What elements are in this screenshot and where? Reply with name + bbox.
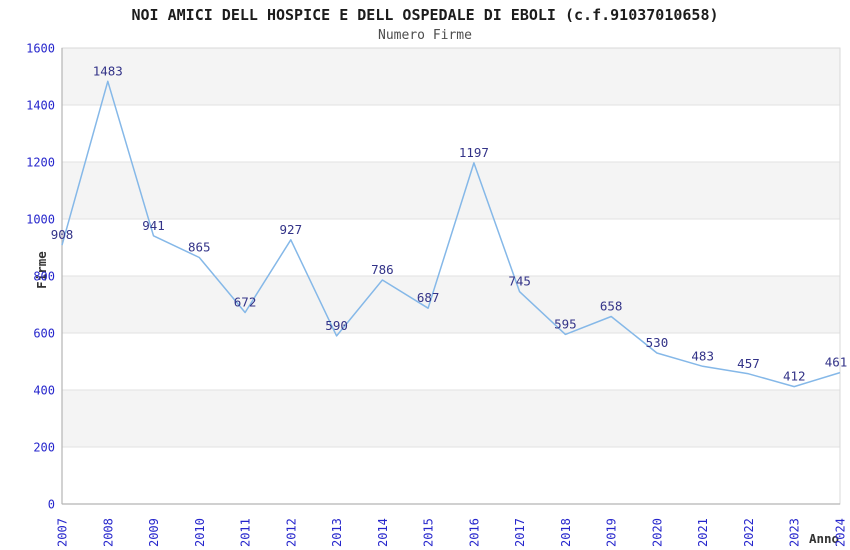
grid-band — [62, 276, 840, 333]
point-label: 590 — [325, 318, 348, 333]
point-label: 908 — [51, 227, 74, 242]
x-tick-label: 2012 — [284, 518, 298, 547]
grid-band — [62, 48, 840, 105]
y-tick-label: 1200 — [26, 156, 55, 170]
x-tick-label: 2023 — [788, 518, 802, 547]
point-label: 745 — [508, 274, 531, 289]
x-axis-title: Anno — [808, 531, 840, 546]
point-label: 687 — [417, 290, 440, 305]
x-tick-label: 2008 — [101, 518, 115, 547]
x-tick-label: 2013 — [330, 518, 344, 547]
point-label: 658 — [600, 298, 623, 313]
x-tick-label: 2015 — [422, 518, 436, 547]
y-tick-label: 1600 — [26, 42, 55, 56]
chart-subtitle: Numero Firme — [378, 28, 472, 43]
y-tick-label: 400 — [33, 384, 55, 398]
point-label: 786 — [371, 262, 394, 277]
point-label: 457 — [737, 356, 760, 371]
x-tick-label: 2022 — [742, 518, 756, 547]
point-label: 1483 — [93, 63, 123, 78]
grid-band — [62, 162, 840, 219]
point-label: 1197 — [459, 145, 489, 160]
x-tick-label: 2009 — [147, 518, 161, 547]
point-label: 412 — [783, 369, 806, 384]
point-label: 483 — [691, 348, 714, 363]
point-label: 461 — [825, 355, 848, 370]
x-tick-label: 2010 — [193, 518, 207, 547]
point-label: 530 — [646, 335, 669, 350]
x-tick-label: 2016 — [467, 518, 481, 547]
x-tick-label: 2007 — [56, 518, 70, 547]
point-label: 941 — [142, 218, 165, 233]
x-tick-label: 2014 — [376, 518, 390, 547]
data-line — [61, 80, 841, 388]
y-tick-label: 1400 — [26, 99, 55, 113]
x-tick-label: 2021 — [696, 518, 710, 547]
y-tick-label: 600 — [33, 327, 55, 341]
chart-title: NOI AMICI DELL HOSPICE E DELL OSPEDALE D… — [131, 6, 719, 24]
y-tick-label: 800 — [33, 270, 55, 284]
y-tick-label: 1000 — [26, 213, 55, 227]
point-label: 865 — [188, 239, 211, 254]
grid-band — [62, 390, 840, 447]
x-tick-label: 2011 — [239, 518, 253, 547]
x-tick-label: 2017 — [513, 518, 527, 547]
y-tick-label: 0 — [48, 498, 55, 512]
x-tick-label: 2018 — [559, 518, 573, 547]
point-label: 595 — [554, 316, 577, 331]
point-label: 927 — [280, 222, 303, 237]
x-tick-label: 2020 — [650, 518, 664, 547]
x-tick-label: 2024 — [834, 518, 848, 547]
point-label: 672 — [234, 294, 257, 309]
x-tick-label: 2019 — [605, 518, 619, 547]
y-tick-label: 200 — [33, 441, 55, 455]
